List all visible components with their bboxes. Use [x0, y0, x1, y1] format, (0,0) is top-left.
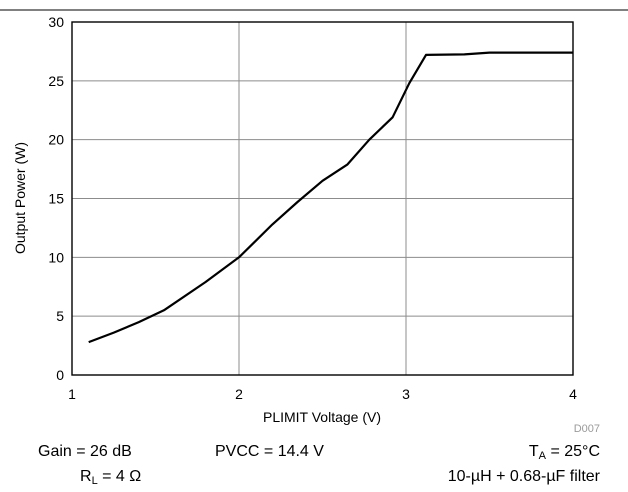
tick-labels: 1 2 3 4 0 5 10 15 20 25 30	[48, 14, 577, 402]
condition-pvcc: PVCC = 14.4 V	[215, 443, 324, 460]
ta-subscript: A	[538, 450, 547, 462]
condition-ta: TA = 25°C	[529, 443, 600, 465]
y-tick-label: 15	[48, 191, 64, 207]
y-tick-label: 30	[48, 14, 64, 30]
y-axis-label: Output Power (W)	[12, 142, 28, 254]
ta-symbol: T	[528, 443, 539, 460]
grid-lines	[71, 21, 574, 376]
plot-frame	[71, 21, 574, 376]
y-tick-label: 20	[48, 132, 64, 148]
condition-filter: 10-µH + 0.68-µF filter	[447, 468, 600, 485]
y-tick-label: 5	[56, 308, 64, 324]
rl-value: = 4 Ω	[97, 468, 142, 485]
y-tick-label: 10	[48, 249, 64, 265]
figure-code: D007	[574, 423, 600, 435]
x-tick-label: 1	[68, 386, 76, 402]
series-line-output-power	[88, 51, 573, 344]
condition-gain: Gain = 26 dB	[38, 443, 132, 460]
rl-subscript: L	[91, 475, 98, 487]
x-tick-label: 3	[402, 386, 410, 402]
ta-value: = 25°C	[546, 443, 600, 460]
y-tick-label: 0	[56, 367, 64, 383]
x-tick-label: 2	[235, 386, 243, 402]
condition-rl: RL = 4 Ω	[80, 468, 141, 490]
series-layer	[88, 51, 573, 344]
y-tick-label: 25	[48, 73, 64, 89]
rl-symbol: R	[80, 468, 92, 485]
x-tick-label: 4	[569, 386, 577, 402]
x-axis-label: PLIMIT Voltage (V)	[263, 409, 381, 425]
